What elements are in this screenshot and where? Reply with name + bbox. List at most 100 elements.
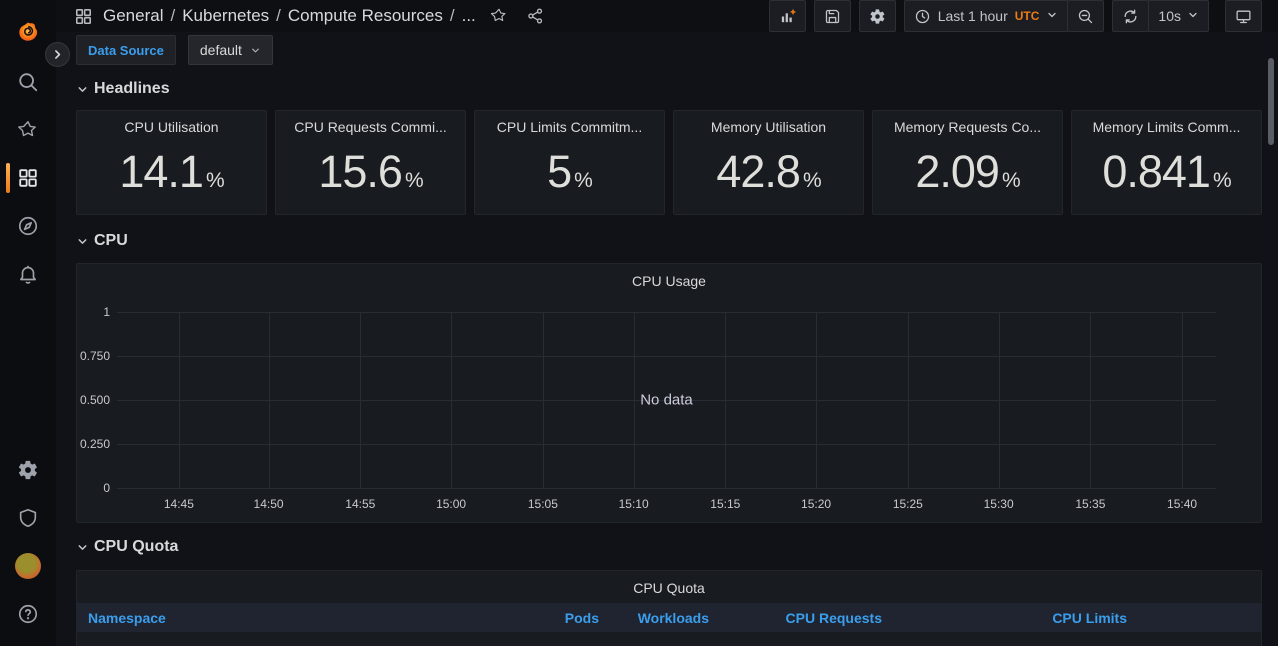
panel-title[interactable]: CPU Quota bbox=[633, 580, 705, 596]
stat-unit: % bbox=[1001, 168, 1021, 192]
section-header-headlines[interactable]: Headlines bbox=[76, 80, 1262, 98]
sidebar-item-server-admin[interactable] bbox=[0, 494, 56, 542]
star-dashboard-button[interactable] bbox=[486, 3, 512, 29]
stat-panel-cpu-limits-commitment[interactable]: CPU Limits Commitm... 5% bbox=[474, 110, 665, 215]
x-tick: 15:40 bbox=[1167, 497, 1198, 511]
x-tick: 14:50 bbox=[253, 497, 284, 511]
sidebar-item-alerting[interactable] bbox=[0, 250, 56, 298]
datasource-variable-dropdown[interactable]: default bbox=[187, 35, 273, 65]
gridline bbox=[360, 312, 362, 488]
stat-panel-memory-limits-commitment[interactable]: Memory Limits Comm... 0.841% bbox=[1071, 110, 1262, 215]
chevron-down-icon bbox=[78, 238, 87, 244]
sidebar-item-search[interactable] bbox=[0, 58, 56, 106]
sidebar-item-starred[interactable] bbox=[0, 106, 56, 154]
refresh-interval-picker[interactable]: 10s bbox=[1148, 0, 1209, 32]
gridline bbox=[117, 444, 1216, 445]
stat-value: 15.6 bbox=[318, 145, 403, 197]
sidebar-bottom-group bbox=[0, 446, 56, 638]
x-tick: 15:00 bbox=[436, 497, 467, 511]
sidebar-item-profile[interactable] bbox=[0, 542, 56, 590]
share-dashboard-button[interactable] bbox=[522, 3, 548, 29]
section-title: CPU bbox=[94, 232, 128, 249]
grafana-logo[interactable] bbox=[0, 6, 56, 58]
sidebar-item-help[interactable] bbox=[0, 590, 56, 638]
section-title: Headlines bbox=[94, 80, 170, 97]
x-tick: 15:25 bbox=[892, 497, 923, 511]
kiosk-mode-button[interactable] bbox=[1225, 0, 1262, 32]
datasource-variable-label: Data Source bbox=[76, 35, 176, 65]
sidebar bbox=[0, 0, 56, 646]
dashboard-settings-button[interactable] bbox=[858, 0, 896, 32]
gridline bbox=[542, 312, 544, 488]
breadcrumb-item[interactable]: Compute Resources bbox=[287, 6, 443, 25]
section-header-cpu-quota[interactable]: CPU Quota bbox=[76, 538, 1262, 556]
column-header-workloads[interactable]: Workloads bbox=[637, 609, 709, 626]
sidebar-expand-button[interactable] bbox=[45, 42, 70, 67]
add-panel-button[interactable] bbox=[768, 0, 806, 32]
chevron-down-icon bbox=[78, 86, 87, 92]
gridline bbox=[633, 312, 635, 488]
gridline bbox=[725, 312, 727, 488]
datasource-variable-value: default bbox=[199, 42, 242, 58]
x-tick: 14:55 bbox=[345, 497, 376, 511]
stat-unit: % bbox=[404, 168, 424, 192]
refresh-interval-label: 10s bbox=[1158, 8, 1181, 24]
breadcrumb-folder[interactable]: General bbox=[103, 6, 164, 25]
sidebar-item-explore[interactable] bbox=[0, 202, 56, 250]
x-tick: 15:05 bbox=[527, 497, 558, 511]
section-header-cpu[interactable]: CPU bbox=[76, 232, 1262, 250]
vertical-scrollbar[interactable] bbox=[1268, 58, 1274, 145]
breadcrumb-item[interactable]: Kubernetes bbox=[182, 6, 270, 25]
gridline bbox=[998, 312, 1000, 488]
time-range-picker[interactable]: Last 1 hour UTC bbox=[903, 0, 1069, 32]
x-tick: 15:35 bbox=[1075, 497, 1106, 511]
refresh-icon bbox=[1124, 9, 1137, 23]
stat-panel-cpu-utilisation[interactable]: CPU Utilisation 14.1% bbox=[76, 110, 267, 215]
main-area: General / Kubernetes / Compute Resources… bbox=[56, 0, 1278, 646]
gridline bbox=[117, 400, 1216, 401]
save-dashboard-button[interactable] bbox=[813, 0, 851, 32]
top-navbar: General / Kubernetes / Compute Resources… bbox=[56, 0, 1278, 32]
dashboard-content: Data Source default Headlines CPU Utilis… bbox=[56, 32, 1278, 646]
help-icon bbox=[18, 604, 38, 624]
stat-panel-memory-requests-commitment[interactable]: Memory Requests Co... 2.09% bbox=[872, 110, 1063, 215]
column-header-cpu-limits[interactable]: CPU Limits bbox=[1052, 609, 1127, 626]
nav-toolbar: Last 1 hour UTC 10s bbox=[768, 0, 1262, 32]
section-title: CPU Quota bbox=[94, 538, 179, 555]
breadcrumb-separator: / bbox=[449, 6, 455, 25]
bell-icon bbox=[20, 265, 36, 284]
cpu-usage-chart-panel: CPU Usage 1 0.750 0.500 0.250 0 bbox=[76, 263, 1262, 523]
y-tick: 0.250 bbox=[79, 437, 110, 451]
cpu-quota-table-panel: CPU Quota Namespace Pods Workloads CPU R… bbox=[76, 570, 1262, 646]
stat-title: CPU Requests Commi... bbox=[294, 119, 447, 135]
gridline bbox=[451, 312, 453, 488]
sidebar-item-dashboards[interactable] bbox=[0, 154, 56, 202]
stat-panel-memory-utilisation[interactable]: Memory Utilisation 42.8% bbox=[673, 110, 864, 215]
chevron-down-icon bbox=[1187, 8, 1199, 24]
column-header-namespace[interactable]: Namespace bbox=[88, 609, 166, 626]
sidebar-item-configuration[interactable] bbox=[0, 446, 56, 494]
table-header-row: Namespace Pods Workloads CPU Requests CP… bbox=[77, 603, 1261, 632]
panel-title[interactable]: CPU Usage bbox=[632, 273, 706, 289]
grafana-logo-icon bbox=[19, 22, 38, 41]
clock-icon bbox=[915, 9, 929, 23]
share-icon bbox=[528, 8, 542, 24]
sidebar-top-group bbox=[0, 6, 56, 298]
stat-value: 14.1 bbox=[119, 145, 204, 197]
y-tick: 0.500 bbox=[79, 393, 110, 407]
stat-panel-cpu-requests-commitment[interactable]: CPU Requests Commi... 15.6% bbox=[275, 110, 466, 215]
refresh-button[interactable] bbox=[1112, 0, 1150, 32]
gridline bbox=[117, 488, 1216, 489]
column-header-cpu-requests[interactable]: CPU Requests bbox=[785, 609, 882, 626]
gridline bbox=[117, 312, 1216, 313]
chart-plot-area[interactable]: No data bbox=[117, 312, 1216, 489]
chart-y-axis: 1 0.750 0.500 0.250 0 bbox=[77, 305, 117, 495]
compass-icon bbox=[18, 216, 38, 236]
zoom-out-time-button[interactable] bbox=[1067, 0, 1105, 32]
chevron-down-icon bbox=[78, 544, 87, 550]
column-header-pods[interactable]: Pods bbox=[564, 609, 599, 626]
add-panel-icon bbox=[781, 8, 796, 22]
stat-value: 5 bbox=[547, 145, 572, 197]
time-range-label: Last 1 hour bbox=[937, 8, 1008, 24]
gridline bbox=[1182, 312, 1184, 488]
